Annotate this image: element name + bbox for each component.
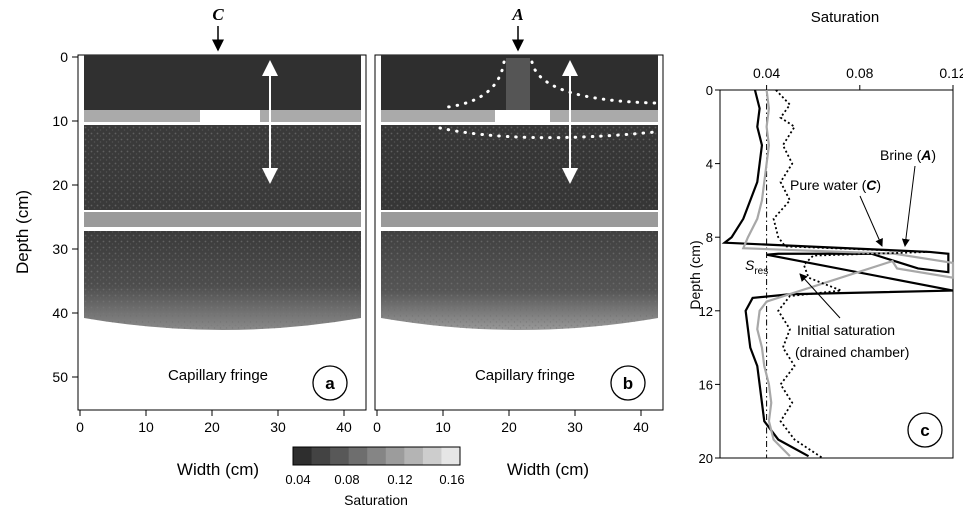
colorbar-tick: 0.12 xyxy=(387,472,412,487)
panel-c-x-tick: 0.08 xyxy=(846,65,873,81)
annotation-pure-water: Pure water (C) xyxy=(790,177,881,193)
panel-c-y-tick: 12 xyxy=(699,304,713,319)
panel-c-y-tick: 20 xyxy=(699,451,713,466)
colorbar-frame xyxy=(292,446,461,466)
colorbar-cell xyxy=(330,447,350,465)
panel-b-lower-boundary xyxy=(438,126,657,140)
panel-a-y-axis: 0 10 20 30 40 50 xyxy=(52,49,78,385)
panel-c-x-axis: 0.04 0.08 0.12 xyxy=(753,65,963,90)
panel-b-x-tick: 10 xyxy=(435,419,451,435)
panel-c-series xyxy=(721,89,955,459)
colorbar-cell xyxy=(404,447,424,465)
panel-b-x-tick: 20 xyxy=(501,419,517,435)
panel-c-y-tick: 8 xyxy=(706,230,713,245)
colorbar-tick: 0.16 xyxy=(439,472,464,487)
panel-c-y-tick: 0 xyxy=(706,83,713,98)
panel-c-x-label: Saturation xyxy=(811,9,879,26)
panel-a-x-tick: 0 xyxy=(76,419,84,435)
panel-b-marker-label: A xyxy=(511,5,523,24)
panel-a-y-tick: 40 xyxy=(52,305,68,321)
panel-c-x-tick: 0.12 xyxy=(939,65,963,81)
panel-c-y-tick: 16 xyxy=(699,377,713,392)
colorbar-cell xyxy=(441,447,461,465)
panel-c-y-label: Depth (cm) xyxy=(687,240,703,309)
panel-c-letter-circle xyxy=(907,412,943,448)
annotation-initial-2: (drained chamber) xyxy=(795,344,909,360)
panel-c-frame xyxy=(719,89,954,459)
colorbar-cell xyxy=(367,447,387,465)
colorbar-cell xyxy=(385,447,405,465)
panel-a-x-axis: 0 10 20 30 40 xyxy=(76,410,352,435)
panel-c: Saturation Depth (cm) 0.04 0.08 0.12 0 4… xyxy=(687,9,963,466)
annotation-brine: Brine (A) xyxy=(880,147,936,163)
panel-c-letter: c xyxy=(920,421,929,440)
panel-a-x-tick: 10 xyxy=(138,419,154,435)
annotation-initial-1: Initial saturation xyxy=(797,322,895,338)
annotation-brine-arrow xyxy=(901,165,916,247)
panel-c-x-tick: 0.04 xyxy=(753,65,780,81)
panel-a-x-tick: 40 xyxy=(336,419,352,435)
colorbar-tick: 0.04 xyxy=(285,472,310,487)
panel-b-fringe-label: Capillary fringe xyxy=(475,367,575,384)
panel-b: 0 10 20 30 40 Width (cm) Capillary fring… xyxy=(373,5,664,479)
panel-b-x-tick: 40 xyxy=(633,419,649,435)
panel-a-fringe-label: Capillary fringe xyxy=(168,367,268,384)
series-line-dotted xyxy=(772,89,930,459)
panel-b-letter-circle xyxy=(610,365,646,401)
panel-b-x-tick: 30 xyxy=(567,419,583,435)
colorbar-cell xyxy=(311,447,331,465)
colorbar-label: Saturation xyxy=(344,492,408,508)
annotation-initial-arrow xyxy=(799,273,841,319)
panel-a-y-tick: 30 xyxy=(52,241,68,257)
annotation-pure-arrow xyxy=(859,195,883,247)
panel-a-y-label: Depth (cm) xyxy=(13,190,32,274)
panel-b-letter: b xyxy=(623,374,633,393)
panel-a: 0 10 20 30 40 50 Depth (cm) 0 10 20 30 4… xyxy=(13,5,367,479)
panel-b-x-label: Width (cm) xyxy=(507,460,589,479)
panel-a-y-tick: 0 xyxy=(60,49,68,65)
panel-b-interface-2 xyxy=(381,212,658,227)
panel-b-plume xyxy=(506,58,530,110)
panel-c-y-tick: 4 xyxy=(706,157,713,172)
colorbar-tick: 0.08 xyxy=(334,472,359,487)
panel-b-x-tick: 0 xyxy=(373,419,381,435)
colorbar-cell xyxy=(293,447,313,465)
panel-a-y-tick: 10 xyxy=(52,113,68,129)
panel-a-x-tick: 20 xyxy=(204,419,220,435)
panel-a-letter: a xyxy=(325,374,335,393)
panel-a-letter-circle xyxy=(312,365,348,401)
panel-a-top-layer xyxy=(84,55,361,110)
colorbar-cells xyxy=(293,447,461,465)
sres-label: Sres xyxy=(745,257,768,277)
colorbar-cell xyxy=(348,447,368,465)
panel-a-marker-label: C xyxy=(212,5,224,24)
panel-b-plume-boundary-left xyxy=(446,60,506,109)
panel-a-y-tick: 20 xyxy=(52,177,68,193)
colorbar-cell xyxy=(422,447,442,465)
panel-a-y-tick: 50 xyxy=(52,369,68,385)
series-line-gray xyxy=(741,89,955,457)
panel-a-x-label: Width (cm) xyxy=(177,460,259,479)
panel-a-x-tick: 30 xyxy=(270,419,286,435)
panel-b-x-axis: 0 10 20 30 40 xyxy=(373,410,649,435)
panel-a-interface-2 xyxy=(84,212,361,227)
panel-b-plume-boundary-right xyxy=(530,60,657,105)
panel-c-y-axis: 0 4 8 12 16 20 xyxy=(699,83,720,466)
colorbar: 0.04 0.08 0.12 0.16 Saturation xyxy=(285,446,465,508)
